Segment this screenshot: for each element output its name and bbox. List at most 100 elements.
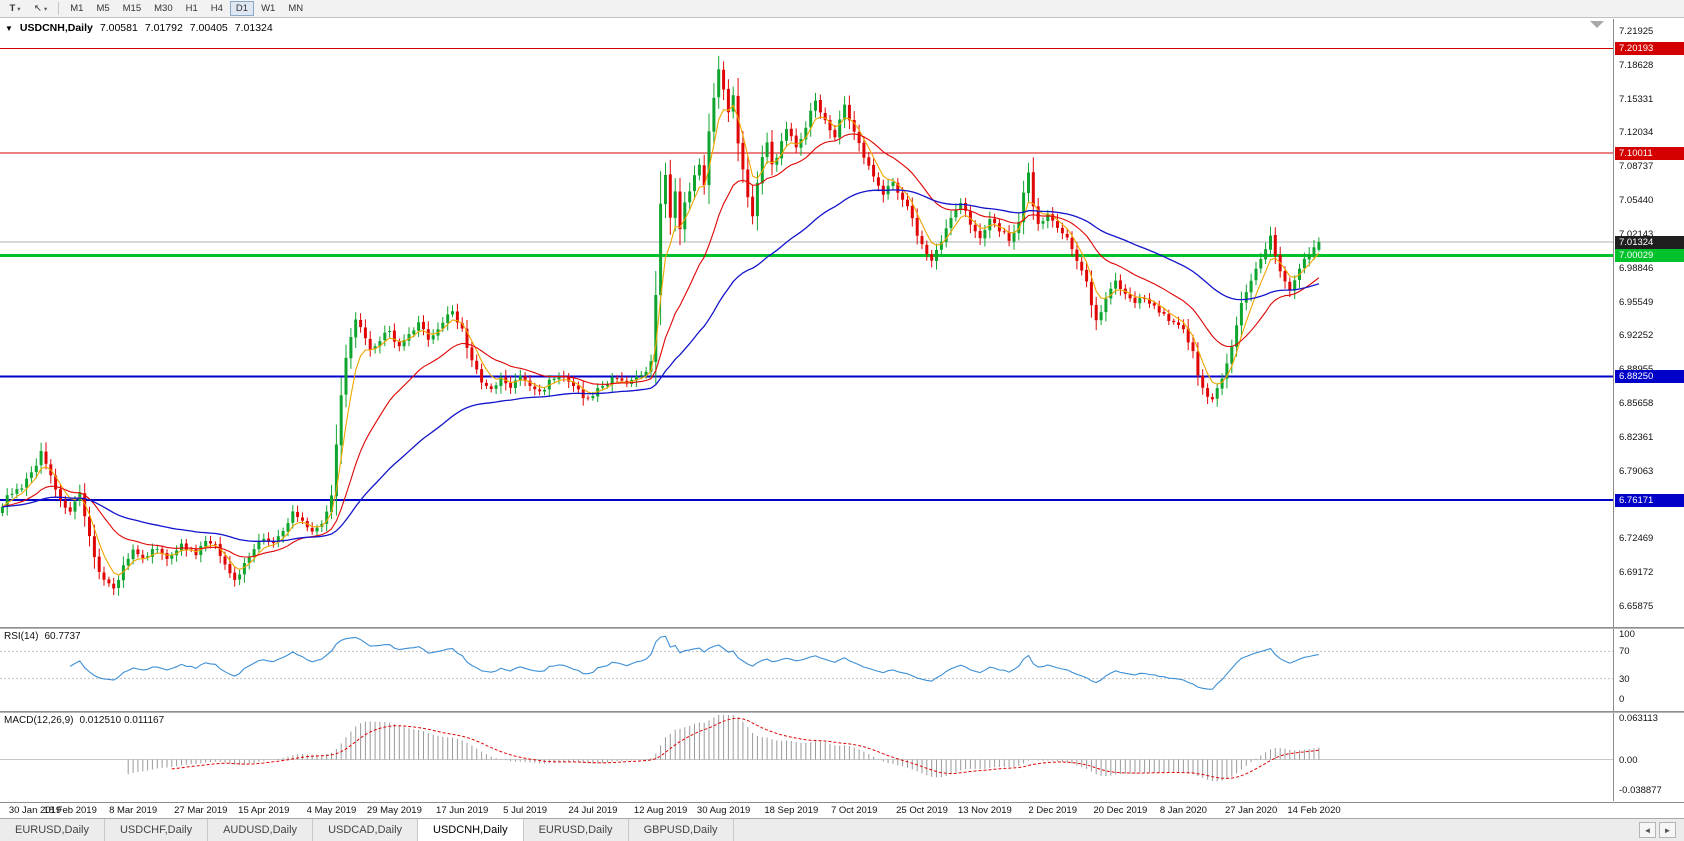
macd-panel[interactable]: MACD(12,26,9) 0.012510 0.011167 [0,713,1613,801]
ohlc-low: 7.00405 [189,22,228,34]
timeframe-button-w1[interactable]: W1 [261,3,276,14]
timeframe-button-m1[interactable]: M1 [70,3,84,14]
toolbar: T ▾ ↖ ▾ M1 M5 M15 M30 H1 H4 D1 W1 MN [0,0,1684,18]
price-axis-label: 6.98846 [1619,262,1654,274]
toolbar-separator [58,2,60,15]
text-tool-button[interactable]: T ▾ [3,1,27,16]
price-level-badge: 7.10011 [1615,146,1684,160]
time-axis-label: 5 Jul 2019 [503,805,548,816]
tab-usdchf-daily[interactable]: USDCHF,Daily [105,819,209,841]
text-tool-label: T [9,3,16,14]
time-axis[interactable]: 30 Jan 2019 18 Feb 2019 8 Mar 2019 27 Mar 2… [0,802,1684,818]
timeframe-button-d1[interactable]: D1 [229,1,255,16]
time-axis-label: 24 Jul 2019 [568,805,618,816]
tabs-scroll-left-icon[interactable]: ◄ [1639,822,1656,838]
tab-eurusd-daily[interactable]: EURUSD,Daily [0,819,105,841]
macd-label: MACD(12,26,9) 0.012510 0.011167 [4,715,164,726]
panel-splitter[interactable] [0,711,1684,713]
time-axis-label: 25 Oct 2019 [896,805,948,816]
time-axis-label: 2 Dec 2019 [1028,805,1077,816]
timeframe-button-m15[interactable]: M15 [122,3,142,14]
macd-axis-label: 0.00 [1619,754,1638,766]
tab-usdcnh-daily[interactable]: USDCNH,Daily [418,819,524,841]
rsi-axis-label: 30 [1619,673,1630,685]
time-axis-label: 18 Feb 2019 [43,805,97,816]
price-axis-label: 7.02143 [1619,228,1654,240]
time-axis-label: 20 Dec 2019 [1093,805,1148,816]
chevron-down-icon: ▾ [17,5,21,13]
time-axis-label: 27 Jan 2020 [1224,805,1278,816]
tabs-scroll-right-icon[interactable]: ► [1659,822,1676,838]
panel-splitter[interactable] [0,627,1684,629]
time-axis-label: 18 Sep 2019 [764,805,819,816]
candlestick-chart[interactable] [0,19,1613,627]
time-axis-label: 13 Nov 2019 [957,805,1012,816]
ohlc-open: 7.00581 [99,22,138,34]
price-axis-label: 7.15331 [1619,93,1654,105]
rsi-axis-label: 100 [1619,629,1635,640]
chart-ohlc-header: ▼ USDCNH,Daily 7.00581 7.01792 7.00405 7… [5,22,273,34]
ohlc-high: 7.01792 [144,22,183,34]
chart-shift-marker [1590,21,1604,28]
rsi-name: RSI(14) [4,631,39,642]
price-level-badge: 6.88250 [1615,369,1684,383]
rsi-label: RSI(14) 60.7737 [4,631,81,642]
macd-chart[interactable] [0,713,1613,801]
price-axis-label: 7.08737 [1619,161,1654,173]
price-axis-label: 6.65875 [1619,600,1654,612]
price-axis[interactable]: 7.21925 7.18628 7.15331 7.12034 7.08737 7.054… [1613,19,1684,627]
time-axis-label: 8 Jan 2020 [1159,805,1207,816]
tab-eurusd-daily[interactable]: EURUSD,Daily [524,819,629,841]
timeframe-button-h1[interactable]: H1 [185,3,198,14]
time-axis-label: 8 Mar 2019 [109,805,158,816]
price-level-badge: 7.00029 [1615,249,1684,262]
macd-values: 0.012510 0.011167 [79,715,165,726]
main-chart-panel[interactable]: ▼ USDCNH,Daily 7.00581 7.01792 7.00405 7… [0,19,1613,627]
price-axis-label: 6.92252 [1619,330,1654,342]
timeframe-button-mn[interactable]: MN [288,3,304,14]
time-axis-label: 30 Aug 2019 [696,805,751,816]
tab-scroll-controls: ◄ ► [1639,819,1684,841]
rsi-axis-label: 0 [1619,694,1625,705]
time-axis-label: 4 May 2019 [306,805,357,816]
timeframe-button-h4[interactable]: H4 [210,3,223,14]
chart-symbol-label: USDCNH,Daily [19,22,93,34]
timeframe-button-m5[interactable]: M5 [96,3,110,14]
rsi-axis: 100 70 30 0 [1613,629,1684,711]
rsi-axis-label: 70 [1619,646,1630,658]
price-axis-label: 7.12034 [1619,127,1654,139]
macd-axis-label: 0.063113 [1619,713,1658,724]
time-axis-label: 27 Mar 2019 [174,805,228,816]
ohlc-close: 7.01324 [234,22,273,34]
price-axis-label: 6.72469 [1619,533,1654,545]
rsi-panel[interactable]: RSI(14) 60.7737 [0,629,1613,711]
price-axis-label: 6.95549 [1619,296,1654,308]
timeframe-button-m30[interactable]: M30 [154,3,173,14]
price-axis-label: 7.05440 [1619,195,1654,206]
rsi-chart[interactable] [0,629,1613,711]
price-axis-label: 6.82361 [1619,431,1654,443]
chevron-down-icon: ▾ [43,5,48,13]
tab-audusd-daily[interactable]: AUDUSD,Daily [208,819,314,841]
current-price-badge: 7.01324 [1615,235,1684,249]
price-level-badge: 7.20193 [1615,42,1684,56]
time-axis-label: 29 May 2019 [366,805,422,816]
macd-axis: 0.063113 0.00 -0.038877 [1613,713,1684,801]
time-axis-label: 14 Feb 2020 [1287,805,1341,816]
price-level-badge: 6.76171 [1615,493,1684,507]
time-axis-label: 15 Apr 2019 [238,805,290,816]
macd-axis-label: -0.038877 [1619,785,1662,796]
price-axis-label: 6.69172 [1619,567,1654,578]
price-axis-label: 7.18628 [1619,59,1654,71]
timeframe-buttons: M1 M5 M15 M30 H1 H4 D1 W1 MN [64,1,309,16]
tab-usdcad-daily[interactable]: USDCAD,Daily [313,819,419,841]
tab-gbpusd-daily[interactable]: GBPUSD,Daily [629,819,734,841]
chart-tabs: EURUSD,Daily USDCHF,Daily AUDUSD,Daily USDC… [0,819,734,841]
time-axis-label: 7 Oct 2019 [830,805,878,816]
time-axis-label: 30 Jan 2019 [8,805,62,816]
cursor-tool-button[interactable]: ↖ ▾ [28,1,53,16]
time-axis-label: 17 Jun 2019 [436,805,489,816]
chart-collapse-icon[interactable]: ▼ [5,23,13,33]
time-axis-label: 12 Aug 2019 [633,805,688,816]
